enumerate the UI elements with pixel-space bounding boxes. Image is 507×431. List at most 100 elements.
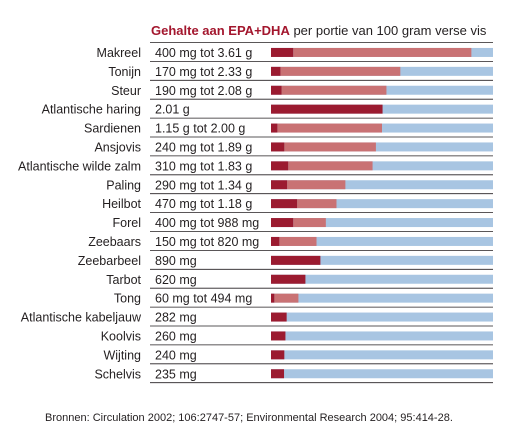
bar-range (281, 85, 387, 95)
value-label: 190 mg tot 2.08 g (155, 84, 252, 98)
fish-name: Tonijn (108, 65, 141, 79)
chart-row: Atlantische kabeljauw 282 mg (21, 311, 493, 327)
value-label: 170 mg tot 2.33 g (155, 65, 252, 79)
value-label: 240 mg tot 1.89 g (155, 140, 252, 154)
bar-minimum (271, 236, 280, 246)
bar-minimum (271, 66, 281, 76)
bar-remainder (271, 274, 493, 284)
chart-row: Steur 190 mg tot 2.08 g (111, 84, 493, 100)
bar-remainder (271, 236, 493, 246)
value-label: 282 mg (155, 311, 197, 325)
epa-dha-chart: Gehalte aan EPA+DHA per portie van 100 g… (18, 23, 493, 384)
bar-remainder (271, 369, 493, 379)
fish-name: Tarbot (106, 273, 141, 287)
bar-remainder (271, 142, 493, 152)
bar-range (293, 47, 472, 57)
bar-minimum (271, 161, 289, 171)
bar-range (277, 123, 382, 133)
chart-row: Ansjovis 240 mg tot 1.89 g (94, 140, 493, 157)
bar-minimum (271, 350, 285, 360)
bar-minimum (271, 180, 288, 190)
bar-minimum (271, 218, 294, 228)
bar-minimum (271, 255, 321, 265)
chart-row: Atlantische haring 2.01 g (42, 103, 493, 119)
bar-remainder (271, 199, 493, 209)
chart-row: Tarbot 620 mg (106, 273, 493, 289)
chart-title-bold: Gehalte aan EPA+DHA (151, 23, 290, 38)
bar-minimum (271, 274, 306, 284)
bar-range (288, 161, 373, 171)
chart-title-rest: per portie van 100 gram verse vis (290, 23, 487, 38)
chart-row: Atlantische wilde zalm 310 mg tot 1.83 g (18, 159, 493, 176)
bar-range (280, 66, 401, 76)
bar-remainder (271, 350, 493, 360)
value-label: 60 mg tot 494 mg (155, 292, 252, 306)
fish-name: Atlantische wilde zalm (18, 159, 141, 173)
fish-name: Atlantische kabeljauw (21, 311, 142, 325)
fish-name: Zeebarbeel (78, 254, 141, 268)
bar-range (279, 236, 317, 246)
bar-minimum (271, 199, 298, 209)
source-note: Bronnen: Circulation 2002; 106:2747-57; … (45, 412, 453, 424)
fish-name: Paling (106, 178, 141, 192)
bar-range (297, 199, 337, 209)
chart-row: Zeebaars 150 mg tot 820 mg (88, 235, 493, 251)
chart-row: Tong 60 mg tot 494 mg (114, 292, 493, 308)
fish-name: Steur (111, 84, 141, 98)
chart-row: Paling 290 mg tot 1.34 g (106, 178, 493, 195)
fish-name: Wijting (103, 348, 141, 362)
value-label: 1.15 g tot 2.00 g (155, 122, 245, 136)
fish-name: Ansjovis (94, 140, 141, 154)
chart-row: Wijting 240 mg (103, 348, 493, 365)
value-label: 290 mg tot 1.34 g (155, 178, 252, 192)
bar-minimum (271, 369, 285, 379)
bar-remainder (271, 180, 493, 190)
bar-minimum (271, 47, 294, 57)
fish-name: Zeebaars (88, 235, 141, 249)
bar-minimum (271, 104, 383, 114)
fish-name: Atlantische haring (42, 103, 141, 117)
value-label: 470 mg tot 1.18 g (155, 197, 252, 211)
bar-minimum (271, 331, 286, 341)
chart-row: Heilbot 470 mg tot 1.18 g (102, 197, 493, 214)
bar-remainder (271, 218, 493, 228)
bar-range (284, 142, 376, 152)
fish-name: Forel (113, 216, 141, 230)
chart-row: Tonijn 170 mg tot 2.33 g (108, 65, 493, 81)
bar-remainder (271, 331, 493, 341)
chart-row: Forel 400 mg tot 988 mg (113, 216, 493, 232)
chart-row: Zeebarbeel 890 mg (78, 254, 493, 270)
bar-minimum (271, 123, 278, 133)
bar-range (274, 293, 299, 303)
fish-name: Tong (114, 292, 141, 306)
bar-minimum (271, 312, 287, 322)
fish-name: Koolvis (101, 329, 141, 343)
bar-range (287, 180, 346, 190)
chart-title: Gehalte aan EPA+DHA per portie van 100 g… (151, 23, 487, 38)
chart-row: Makreel 400 mg tot 3.61 g (97, 46, 493, 62)
value-label: 620 mg (155, 273, 197, 287)
value-label: 310 mg tot 1.83 g (155, 159, 252, 173)
value-label: 890 mg (155, 254, 197, 268)
fish-name: Heilbot (102, 197, 141, 211)
value-label: 2.01 g (155, 103, 190, 117)
value-label: 240 mg (155, 348, 197, 362)
bar-remainder (271, 312, 493, 322)
bar-range (293, 218, 326, 228)
value-label: 260 mg (155, 329, 197, 343)
bar-minimum (271, 142, 285, 152)
fish-name: Schelvis (94, 367, 141, 381)
chart-row: Sardienen 1.15 g tot 2.00 g (84, 122, 493, 138)
fish-name: Sardienen (84, 122, 141, 136)
value-label: 400 mg tot 3.61 g (155, 46, 252, 60)
value-label: 400 mg tot 988 mg (155, 216, 259, 230)
bar-minimum (271, 293, 275, 303)
chart-row: Schelvis 235 mg (94, 367, 493, 384)
chart-rows: Makreel 400 mg tot 3.61 g Tonijn 170 mg tot… (18, 42, 493, 384)
chart-row: Koolvis 260 mg (101, 329, 493, 346)
bar-remainder (271, 255, 493, 265)
value-label: 150 mg tot 820 mg (155, 235, 259, 249)
value-label: 235 mg (155, 367, 197, 381)
fish-name: Makreel (97, 46, 141, 60)
bar-remainder (271, 293, 493, 303)
